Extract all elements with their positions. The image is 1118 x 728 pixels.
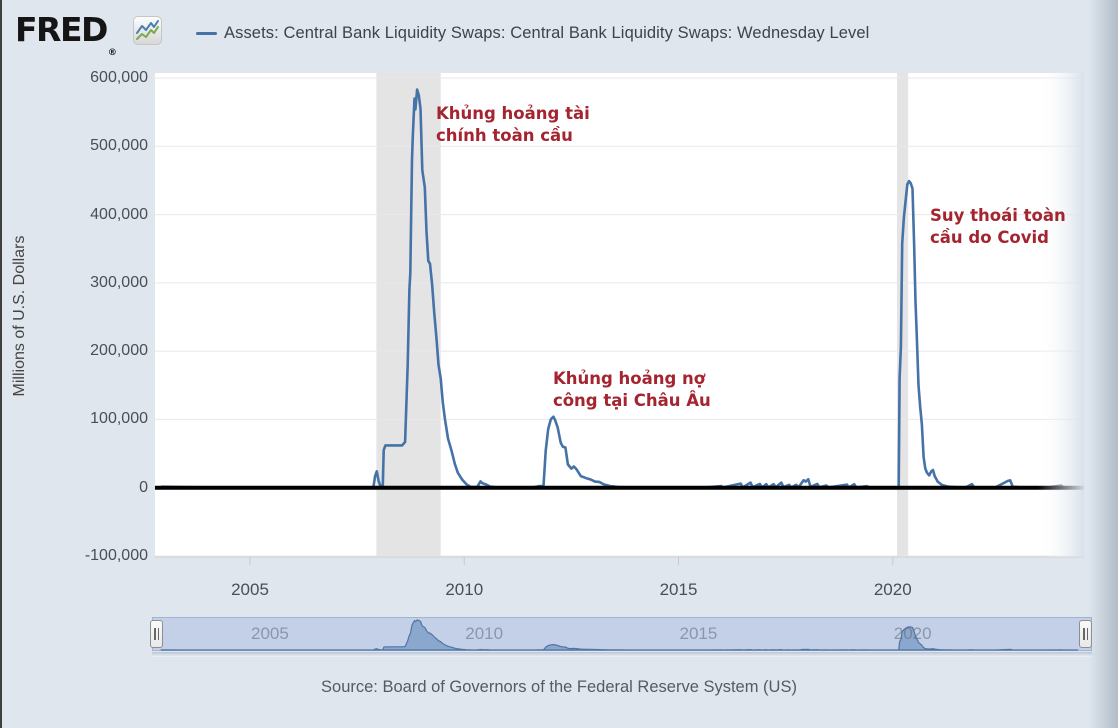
recession-band xyxy=(897,73,909,557)
range-scrollbar[interactable] xyxy=(152,652,1092,657)
window-left-edge xyxy=(0,0,2,728)
fred-logo-text: FRED xyxy=(15,10,108,49)
slider-mini-chart[interactable] xyxy=(160,619,1079,651)
slider-left-handle[interactable] xyxy=(150,620,163,648)
handle-grip-icon xyxy=(1086,628,1088,640)
legend-line-swatch xyxy=(196,32,217,35)
legend-series-label: Assets: Central Bank Liquidity Swaps: Ce… xyxy=(224,24,870,42)
handle-grip-icon xyxy=(157,628,159,640)
range-slider-track[interactable] xyxy=(152,617,1092,651)
slider-right-handle[interactable] xyxy=(1079,620,1092,648)
handle-grip-icon xyxy=(154,628,156,640)
plot-area[interactable] xyxy=(155,73,1084,565)
fred-logo: FRED® xyxy=(15,10,117,58)
chart-header: FRED® Assets: Central Bank Liquidity Swa… xyxy=(0,0,1118,60)
slider-mini-area xyxy=(160,619,1079,651)
sparkline-icon xyxy=(133,16,162,45)
registered-trademark: ® xyxy=(107,48,117,58)
handle-grip-icon xyxy=(1083,628,1085,640)
legend: Assets: Central Bank Liquidity Swaps: Ce… xyxy=(196,24,869,43)
source-citation: Source: Board of Governors of the Federa… xyxy=(321,678,797,696)
